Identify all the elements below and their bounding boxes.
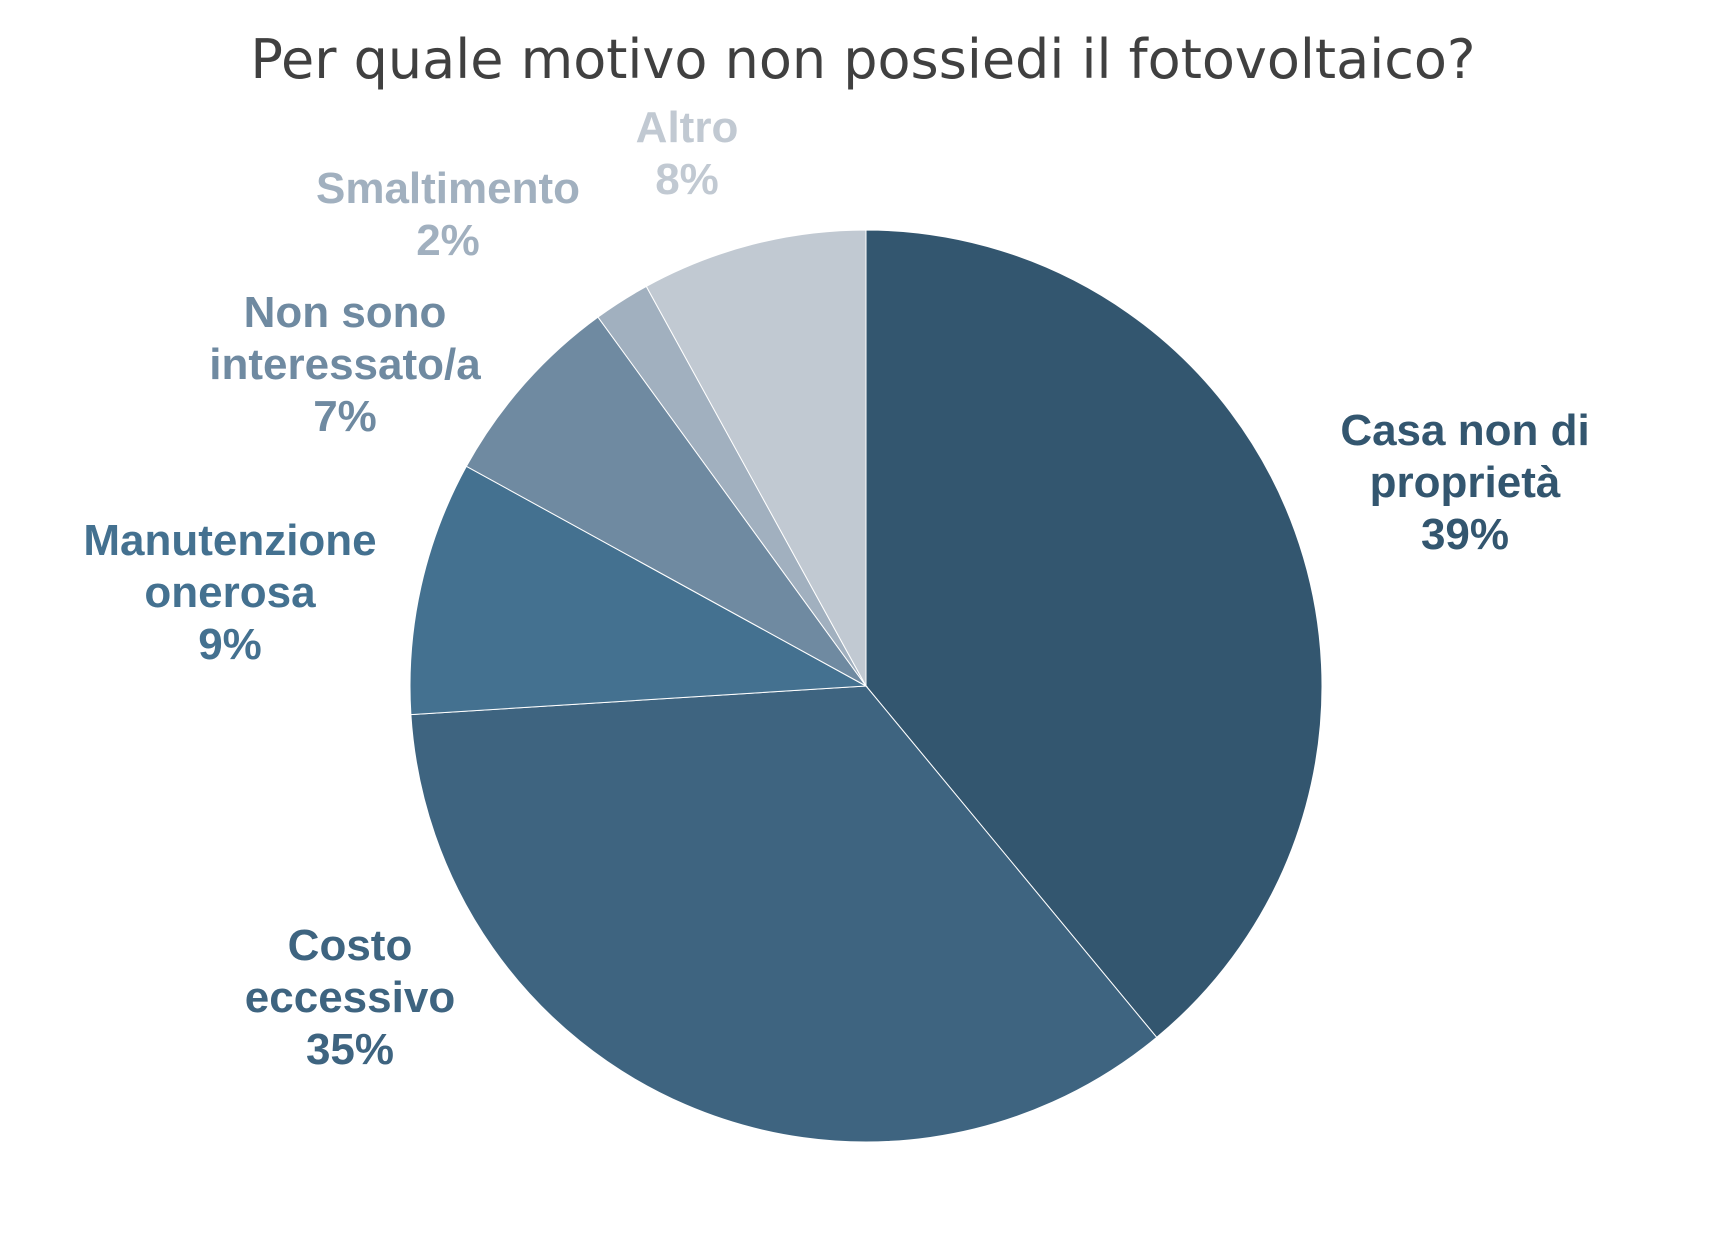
slice-name-label: Smaltimento — [316, 164, 580, 213]
chart-title: Per quale motivo non possiedi il fotovol… — [250, 28, 1475, 91]
slice-label-smaltimento: Smaltimento 2% — [316, 164, 580, 265]
slice-name-label: Casa non di — [1340, 406, 1589, 455]
pie-slice-non-sono-interessato-a — [465, 316, 867, 687]
slice-label-non-sono-interessato-a: Non sono interessato/a 7% — [209, 288, 481, 441]
slice-label-altro: Altro 8% — [636, 103, 739, 204]
slice-name-label: Non sono — [244, 288, 447, 337]
slice-percent-label: 7% — [313, 392, 377, 441]
slice-percent-label: 9% — [198, 620, 262, 669]
slice-percent-label: 39% — [1421, 510, 1509, 559]
slice-name-label: Costo — [288, 921, 413, 970]
pie-slices — [409, 229, 1323, 1143]
slice-percent-label: 2% — [416, 216, 480, 265]
pie-slice-casa-non-di-propriet- — [865, 229, 1323, 1039]
slice-label-casa-non-di-propriet-: Casa non di proprietà 39% — [1340, 406, 1589, 559]
slice-labels: Casa non di proprietà 39% Costo eccessivo 35%… — [83, 103, 1589, 1074]
pie-slice-altro — [645, 229, 867, 687]
pie-slice-costo-eccessivo — [410, 685, 1158, 1143]
slice-name-label: Manutenzione — [83, 516, 376, 565]
slice-percent-label: 35% — [306, 1025, 394, 1074]
slice-percent-label: 8% — [655, 155, 719, 204]
slice-name-label: onerosa — [144, 568, 316, 617]
slice-label-costo-eccessivo: Costo eccessivo 35% — [245, 921, 455, 1074]
slice-label-manutenzione-onerosa: Manutenzione onerosa 9% — [83, 516, 376, 669]
slice-name-label: Altro — [636, 103, 739, 152]
slice-name-label: interessato/a — [209, 340, 481, 389]
pie-slice-manutenzione-onerosa — [409, 465, 868, 716]
slice-name-label: eccessivo — [245, 973, 455, 1022]
slice-name-label: proprietà — [1370, 458, 1561, 507]
